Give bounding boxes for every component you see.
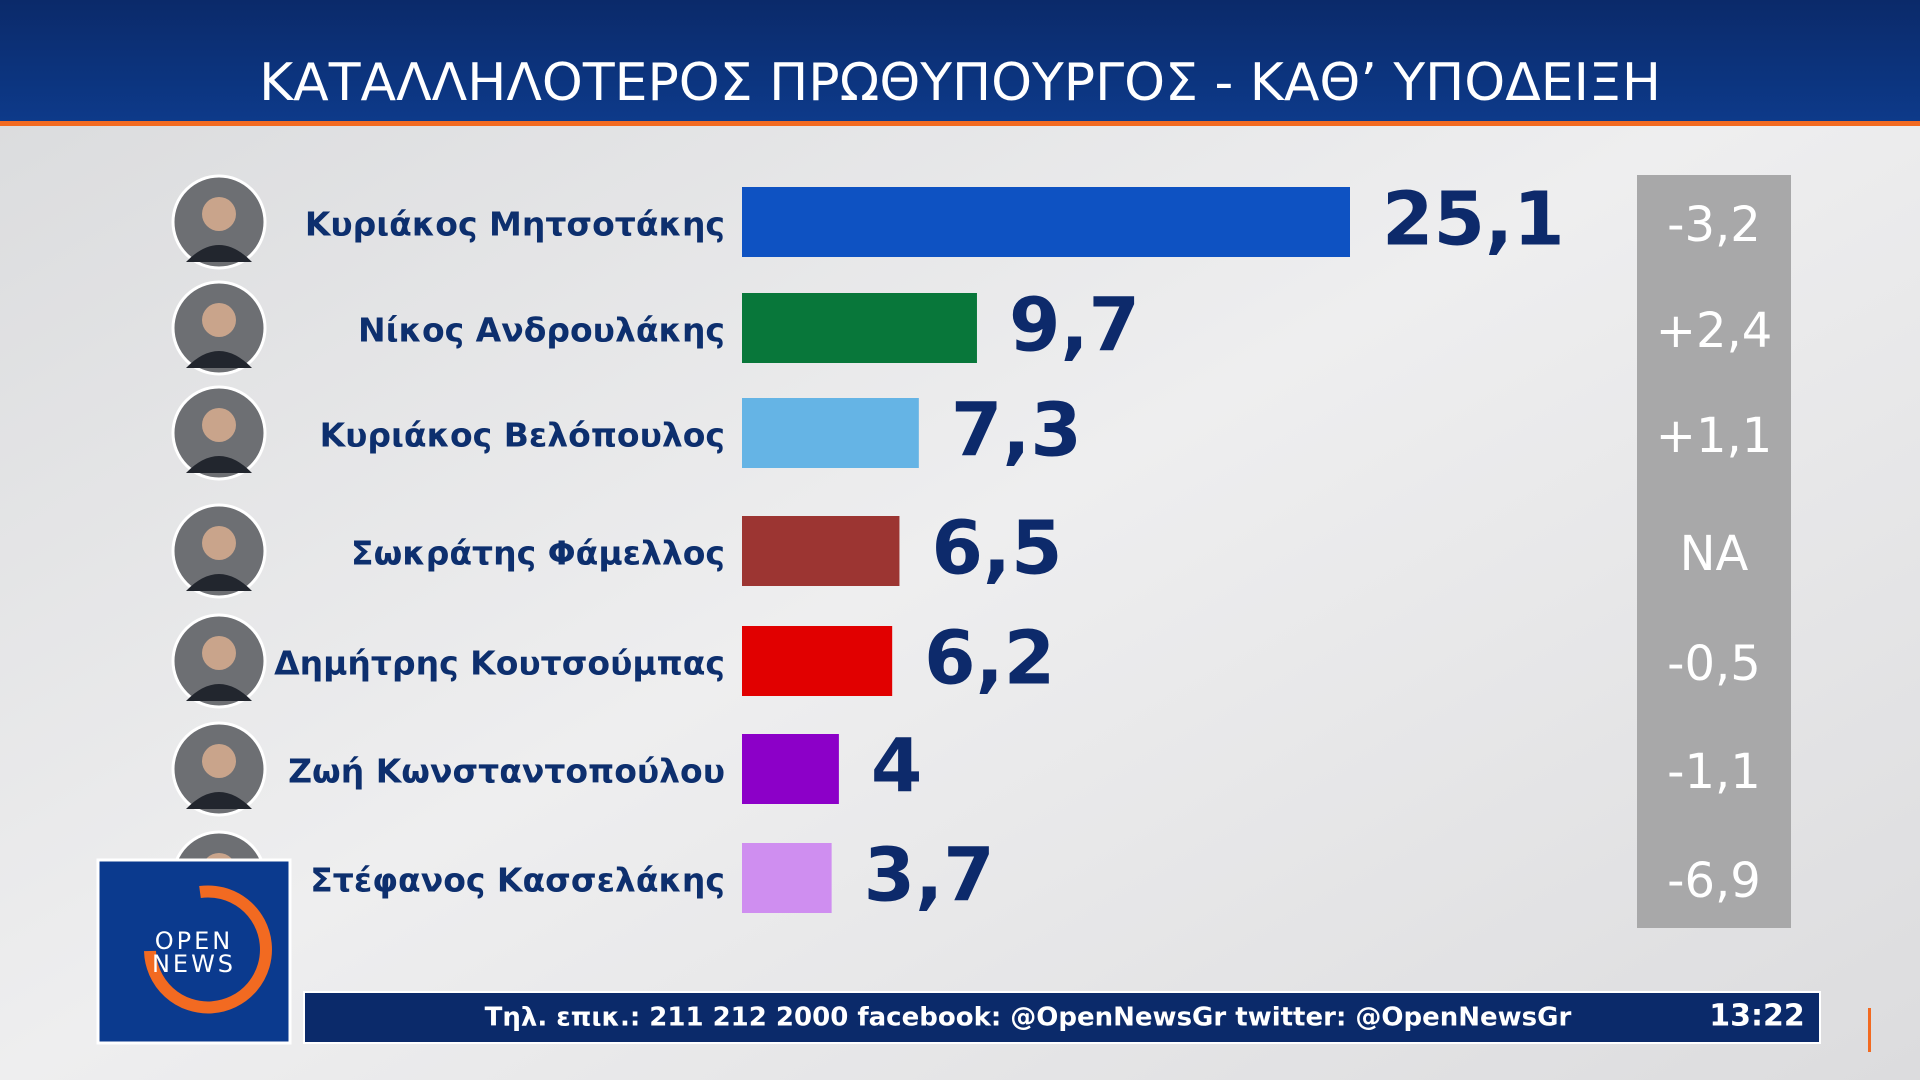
photo-head bbox=[202, 636, 236, 670]
category-label: Σωκράτης Φάμελλος bbox=[351, 534, 725, 573]
change-column bbox=[1637, 175, 1791, 928]
chart-title: ΚΑΤΑΛΛΗΛΟΤΕΡΟΣ ΠΡΩΘΥΠΟΥΡΓΟΣ - ΚΑΘ’ ΥΠΟΔΕ… bbox=[259, 53, 1661, 113]
photo-body bbox=[186, 351, 252, 368]
photo-body bbox=[186, 245, 252, 262]
value-label: 4 bbox=[871, 724, 923, 810]
value-label: 25,1 bbox=[1382, 177, 1565, 263]
value-label: 6,5 bbox=[931, 506, 1062, 592]
photo-body bbox=[186, 456, 252, 473]
logo-text: NEWS bbox=[152, 950, 236, 978]
bar bbox=[742, 626, 893, 696]
photo-head bbox=[202, 526, 236, 560]
ticker-text: Τηλ. επικ.: 211 212 2000 facebook: @Open… bbox=[485, 1003, 1572, 1033]
change-label: -0,5 bbox=[1667, 636, 1761, 692]
photo-body bbox=[186, 684, 252, 701]
ticker-accent bbox=[1868, 1008, 1871, 1052]
bar bbox=[742, 734, 839, 804]
bar bbox=[742, 516, 900, 586]
category-label: Δημήτρης Κουτσούμπας bbox=[274, 644, 725, 683]
photo-body bbox=[186, 574, 252, 591]
value-label: 6,2 bbox=[924, 616, 1055, 702]
category-label: Κυριάκος Βελόπουλος bbox=[320, 416, 725, 455]
bar bbox=[742, 293, 977, 363]
bar bbox=[742, 187, 1350, 257]
change-label: +2,4 bbox=[1656, 303, 1773, 359]
change-label: +1,1 bbox=[1656, 408, 1773, 464]
photo-head bbox=[202, 303, 236, 337]
photo-head bbox=[202, 408, 236, 442]
logo-box bbox=[96, 858, 292, 1045]
change-label: -6,9 bbox=[1667, 853, 1761, 909]
change-label: -3,2 bbox=[1667, 197, 1761, 253]
photo-head bbox=[202, 744, 236, 778]
bar bbox=[742, 398, 919, 468]
photo-body bbox=[186, 792, 252, 809]
category-label: Κυριάκος Μητσοτάκης bbox=[305, 205, 725, 244]
logo-text: OPEN bbox=[155, 927, 233, 955]
change-label: -1,1 bbox=[1667, 744, 1761, 800]
change-label: ΝΑ bbox=[1680, 526, 1749, 582]
category-label: Ζωή Κωνσταντοπούλου bbox=[288, 752, 725, 791]
ticker-bar bbox=[303, 991, 1821, 1044]
header-line bbox=[0, 121, 1920, 126]
header bbox=[0, 0, 1920, 122]
clock: 13:22 bbox=[1709, 999, 1805, 1034]
category-label: Νίκος Ανδρουλάκης bbox=[358, 311, 725, 350]
value-label: 7,3 bbox=[951, 388, 1082, 474]
photo-head bbox=[202, 197, 236, 231]
logo-ring bbox=[144, 885, 272, 1014]
value-label: 3,7 bbox=[864, 833, 995, 919]
bar bbox=[742, 843, 832, 913]
value-label: 9,7 bbox=[1009, 283, 1140, 369]
category-label: Στέφανος Κασσελάκης bbox=[310, 861, 725, 900]
